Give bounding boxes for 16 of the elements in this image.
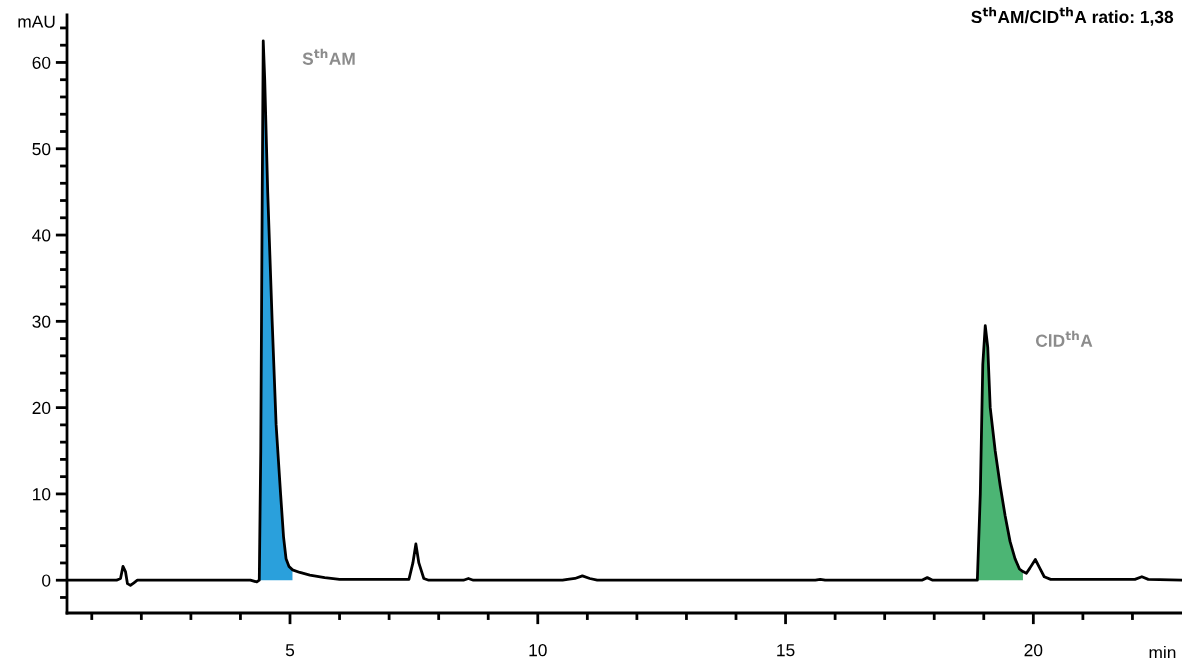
annotation: S$^{th}$AM — [302, 48, 355, 65]
y-tick-label: 0 — [42, 574, 51, 587]
x-tick-label: 5 — [285, 644, 295, 657]
y-tick-label: 10 — [33, 488, 51, 501]
x-tick-label: 10 — [529, 644, 547, 657]
annotation: ClD$^{th}$A — [1035, 330, 1093, 347]
y-tick-label: 40 — [32, 229, 51, 242]
y-tick-label: 20 — [32, 401, 51, 415]
y-tick-label: 50 — [32, 142, 51, 156]
y-axis-title: mAU — [18, 15, 55, 28]
x-tick-label: 20 — [1024, 644, 1043, 657]
x-tick-label: 15 — [777, 644, 795, 657]
chart-title: S$^{th}$AM/ClD$^{th}$A ratio: 1,38 — [971, 7, 1174, 26]
y-tick-label: 60 — [32, 56, 51, 69]
y-tick-label: 30 — [32, 315, 51, 328]
x-axis-title: min — [1149, 645, 1176, 658]
